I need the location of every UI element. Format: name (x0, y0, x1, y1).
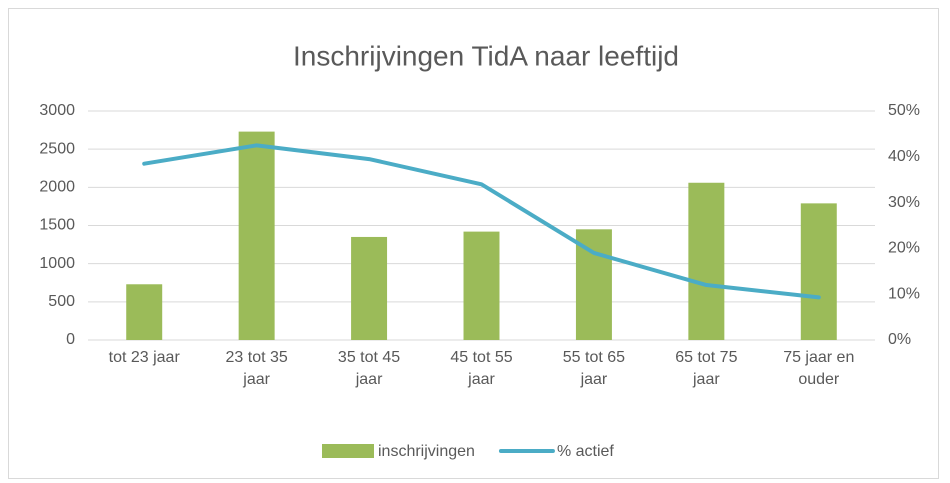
y2-tick-label: 50% (888, 102, 920, 119)
y2-tick-label: 40% (888, 148, 920, 165)
bar (800, 203, 837, 340)
bar (351, 236, 388, 340)
line (142, 143, 821, 300)
y-tick-label: 500 (48, 293, 75, 310)
y-tick-label: 1000 (39, 255, 75, 272)
x-tick-label: 55 tot 65 jaar (562, 349, 626, 388)
bar (463, 231, 500, 340)
bar (126, 284, 163, 340)
legend-label: inschrijvingen (378, 443, 475, 460)
y-tick-label: 2000 (39, 179, 75, 196)
y2-tick-label: 10% (888, 285, 920, 302)
chart-title: Inschrijvingen TidA naar leeftijd (293, 40, 679, 71)
legend-label: % actief (557, 443, 614, 460)
x-tick-label: 23 tot 35 jaar (225, 349, 288, 388)
x-tick-label: 65 tot 75 jaar (675, 349, 738, 388)
y-tick-label: 3000 (39, 102, 75, 119)
x-tick-label: 45 tot 55 jaar (450, 349, 513, 388)
y-tick-label: 2500 (39, 140, 75, 157)
bar (238, 131, 275, 340)
y2-tick-label: 30% (888, 194, 920, 211)
bar (688, 182, 725, 340)
y2-tick-label: 0% (888, 331, 911, 348)
y-tick-label: 0 (66, 331, 75, 348)
x-tick-label: tot 23 jaar (108, 349, 180, 366)
x-tick-label: 35 tot 45 jaar (337, 349, 401, 388)
legend-swatch (322, 444, 374, 458)
x-tick-label: 75 jaar en ouder (783, 349, 855, 388)
y2-tick-label: 20% (888, 240, 920, 257)
y-tick-label: 1500 (39, 217, 75, 234)
